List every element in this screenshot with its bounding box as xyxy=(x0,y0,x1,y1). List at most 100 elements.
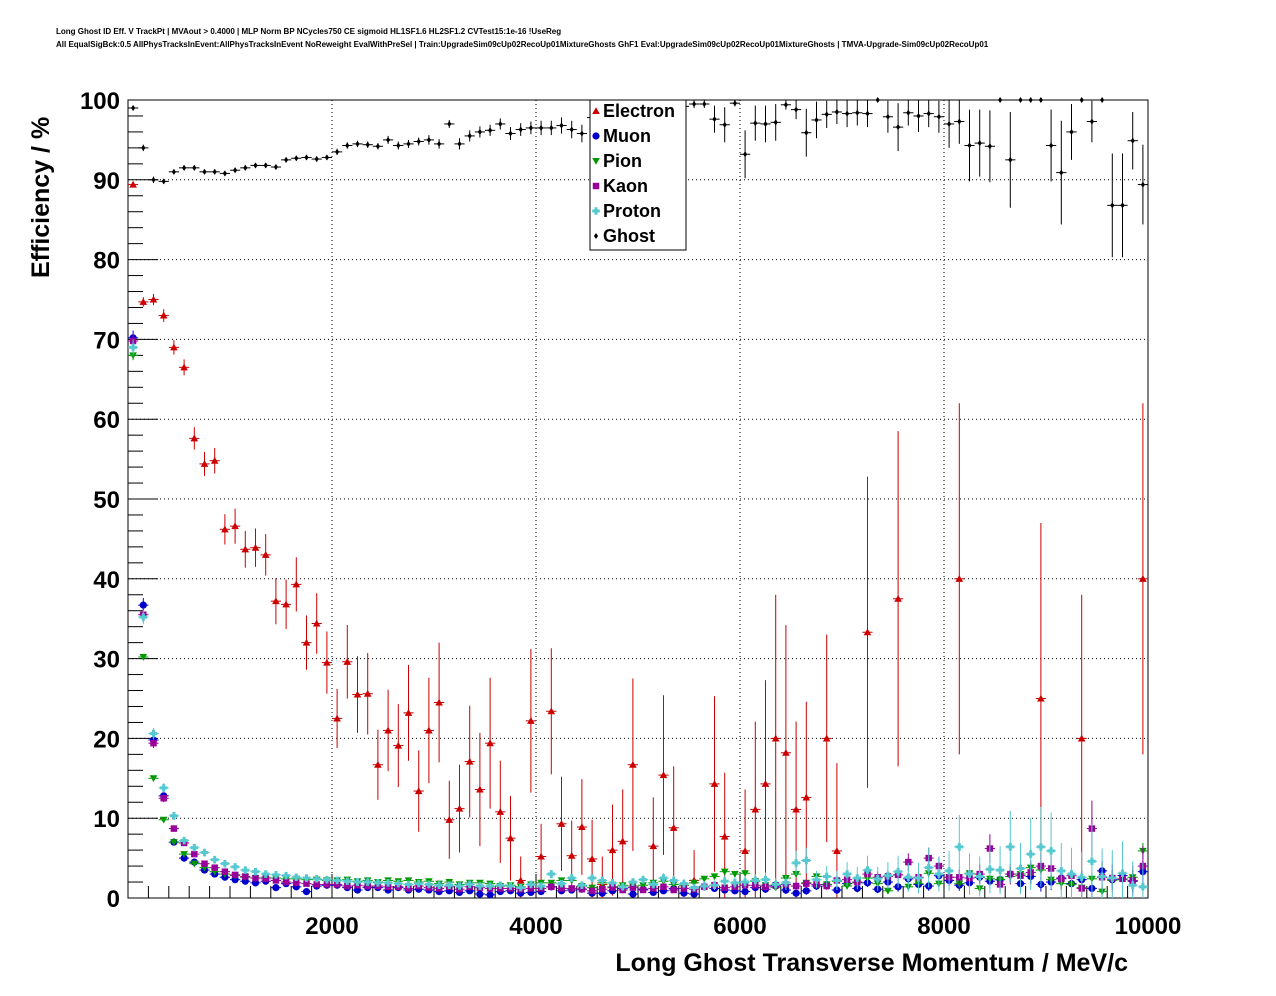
proton-point xyxy=(843,870,851,878)
ghost-point xyxy=(906,109,911,116)
proton-point xyxy=(506,882,515,890)
electron-point xyxy=(1077,734,1086,742)
proton-point xyxy=(588,874,596,882)
kaon-point xyxy=(599,885,606,893)
electron-point xyxy=(649,842,658,850)
y-tick-label: 0 xyxy=(107,886,120,913)
proton-point xyxy=(1067,870,1076,878)
pion-point xyxy=(741,870,749,878)
x-tick-label: 4000 xyxy=(509,913,562,940)
electron-point xyxy=(180,363,188,371)
ghost-point xyxy=(273,163,278,171)
proton-point xyxy=(904,873,913,882)
electron-point xyxy=(210,456,219,464)
electron-point xyxy=(567,851,576,859)
proton-point xyxy=(465,880,474,889)
ghost-point xyxy=(386,136,391,143)
electron-point xyxy=(547,707,556,715)
ghost-point xyxy=(549,124,554,131)
electron-point xyxy=(506,834,515,842)
electron-point xyxy=(261,551,270,558)
proton-point xyxy=(639,875,647,884)
proton-point xyxy=(445,881,454,890)
muon-point xyxy=(486,891,494,899)
ghost-point xyxy=(141,144,146,151)
kaon-point xyxy=(527,885,535,892)
x-tick-label: 2000 xyxy=(305,913,358,940)
proton-point xyxy=(731,879,739,887)
ghost-point xyxy=(987,143,992,150)
legend-marker-proton xyxy=(592,207,600,215)
muon-point xyxy=(741,888,749,896)
electron-point xyxy=(139,298,148,305)
pion-point xyxy=(170,839,178,846)
ghost-point xyxy=(1130,137,1135,144)
y-axis-label: Efficiency / % xyxy=(27,117,55,278)
electron-point xyxy=(231,522,239,530)
ghost-point xyxy=(1008,156,1013,163)
legend-label-muon: Muon xyxy=(603,126,651,146)
kaon-point xyxy=(293,879,300,887)
electron-point xyxy=(363,689,372,697)
electron-point xyxy=(833,847,841,854)
pion-point xyxy=(700,875,709,883)
kaon-point xyxy=(344,882,351,890)
electron-point xyxy=(720,832,729,840)
proton-point xyxy=(1128,881,1137,890)
pion-point xyxy=(720,868,729,876)
proton-point xyxy=(292,873,301,882)
proton-point xyxy=(1139,883,1147,891)
kaon-point xyxy=(670,886,677,894)
proton-point xyxy=(139,613,148,621)
muon-point xyxy=(629,890,637,898)
ghost-point xyxy=(324,154,329,161)
ghost-point xyxy=(1028,96,1033,104)
ghost-point xyxy=(712,116,717,123)
electron-point xyxy=(292,580,301,588)
kaon-point xyxy=(201,860,208,867)
proton-point xyxy=(1006,843,1015,851)
chart-title-line-1: Long Ghost ID Eff. V TrackPt | MVAout > … xyxy=(56,27,562,36)
x-tick-label: 6000 xyxy=(713,913,766,940)
kaon-point xyxy=(803,880,810,887)
ghost-point xyxy=(722,121,727,128)
ghost-point xyxy=(488,127,493,134)
ghost-point xyxy=(967,142,972,149)
ghost-point xyxy=(814,116,819,123)
y-tick-label: 70 xyxy=(93,327,120,354)
proton-point xyxy=(129,343,137,352)
proton-point xyxy=(761,875,770,884)
ghost-point xyxy=(335,148,340,155)
proton-point xyxy=(935,870,943,878)
electron-point xyxy=(149,295,158,303)
ghost-point xyxy=(845,110,850,117)
electron-point xyxy=(588,855,596,862)
proton-point xyxy=(1118,869,1127,878)
electron-point xyxy=(414,787,423,795)
kaon-point xyxy=(588,887,596,895)
proton-point xyxy=(374,879,382,887)
kaon-point xyxy=(905,858,912,866)
proton-point xyxy=(170,812,178,820)
kaon-point xyxy=(660,883,667,891)
proton-point xyxy=(384,879,392,887)
electron-point xyxy=(333,714,341,722)
proton-point xyxy=(312,875,321,883)
y-tick-label: 40 xyxy=(93,567,120,594)
ghost-point xyxy=(936,113,941,120)
legend-marker-muon xyxy=(592,132,600,140)
electron-point xyxy=(751,805,760,813)
muon-point xyxy=(272,884,280,892)
proton-point xyxy=(527,880,535,889)
electron-point xyxy=(486,739,494,747)
legend-label-ghost: Ghost xyxy=(603,226,655,246)
electron-point xyxy=(761,780,770,787)
electron-point xyxy=(251,543,260,551)
electron-point xyxy=(159,311,168,319)
ghost-point xyxy=(947,120,952,127)
kaon-point xyxy=(364,882,371,890)
y-tick-label: 60 xyxy=(93,407,120,434)
electron-point xyxy=(496,808,505,815)
chart-title-line-2: All EqualSigBck:0.5 AllPhysTracksInEvent… xyxy=(56,40,989,49)
proton-point xyxy=(159,784,168,792)
